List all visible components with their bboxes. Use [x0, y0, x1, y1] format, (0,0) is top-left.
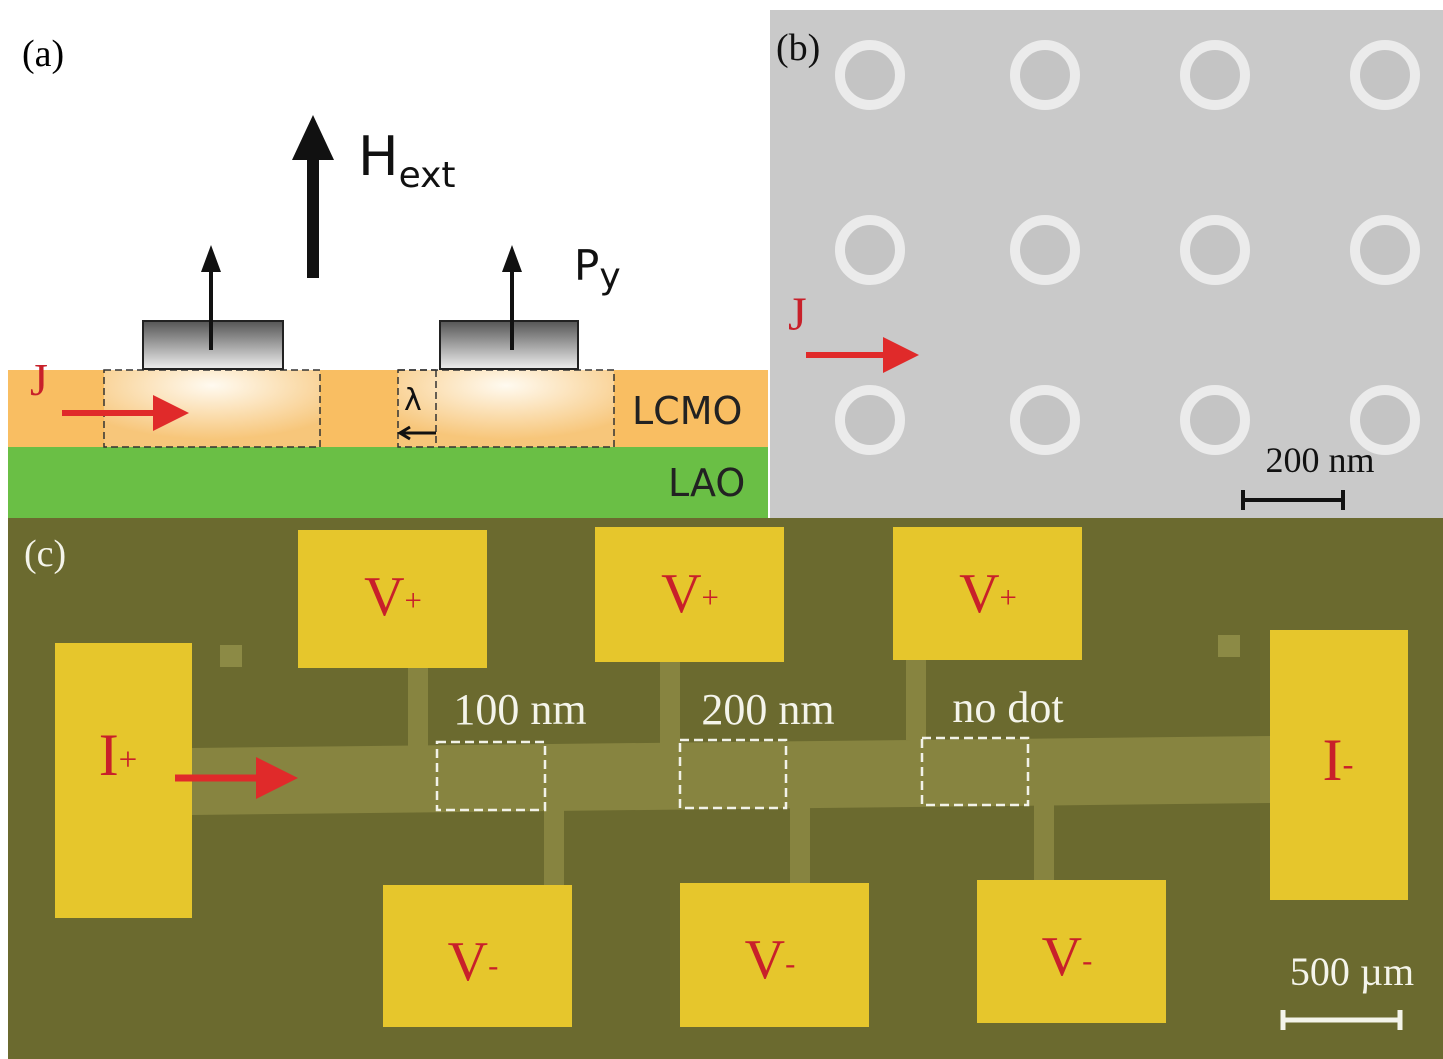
pad-main: V: [1042, 926, 1082, 988]
marker: [1218, 635, 1240, 657]
panel-label: (a): [22, 33, 64, 75]
field-label: Hext: [358, 125, 456, 196]
panel-a: (a) Hext Py J LCMO LAO λ: [8, 33, 768, 518]
pad-label: V+: [364, 566, 422, 628]
pad-main: V: [448, 931, 488, 993]
lead: [544, 810, 564, 885]
region-box: [920, 736, 1030, 807]
scale-label: 200 nm: [1265, 440, 1374, 480]
pad-label: V+: [661, 563, 719, 625]
magnet-sub: y: [599, 256, 620, 297]
field-main: H: [358, 125, 399, 188]
pad-sub: -: [1082, 944, 1092, 978]
dot-ring: [1180, 40, 1250, 110]
pad-sub: -: [488, 949, 498, 983]
glow: [398, 370, 614, 447]
current-label: J: [30, 354, 48, 405]
lead: [790, 808, 810, 883]
py-dot: [439, 320, 579, 370]
current-label: J: [788, 288, 807, 341]
region-label: 200 nm: [701, 685, 834, 734]
region-box: [678, 738, 788, 810]
pad-main: V: [745, 929, 785, 991]
pad-label: V-: [448, 931, 499, 993]
pad-main: V: [364, 566, 404, 628]
lead: [408, 668, 428, 748]
dot-ring: [1180, 385, 1250, 455]
scale-label: 500 µm: [1290, 949, 1414, 994]
region-label: 100 nm: [453, 685, 586, 734]
panel-label: (c): [24, 533, 66, 575]
contact-pad: [977, 880, 1166, 1023]
dashed-region: [103, 369, 321, 448]
lambda-label: λ: [404, 383, 422, 418]
lead: [660, 662, 680, 746]
pad-label: V-: [1042, 926, 1093, 988]
dot-rings: [835, 40, 1420, 455]
contact-pad: [298, 530, 487, 668]
region-box: [435, 740, 547, 812]
panel-b: (b) J 200 nm: [770, 10, 1443, 518]
field-arrow: [292, 115, 334, 278]
dot-ring: [1350, 40, 1420, 110]
contact-pad: [55, 643, 192, 918]
sample-strip: [192, 736, 1270, 815]
dot-ring: [1350, 385, 1420, 455]
pad-sub: +: [119, 742, 138, 778]
pad-main: V: [959, 563, 999, 625]
dot-ring: [1350, 215, 1420, 285]
field-sub: ext: [399, 155, 456, 196]
contact-pad: [595, 527, 784, 662]
contact-pad: [1270, 630, 1408, 900]
pad-sub: -: [785, 947, 795, 981]
pad-main: V: [661, 563, 701, 625]
pad-sub: +: [405, 584, 422, 618]
dot-ring: [835, 385, 905, 455]
dot-ring: [1010, 385, 1080, 455]
lambda-arrow: [397, 425, 436, 441]
marker: [220, 645, 242, 667]
pad-main: I: [99, 722, 119, 788]
dot-ring: [1010, 215, 1080, 285]
dot-ring: [835, 215, 905, 285]
pad-sub: +: [1000, 581, 1017, 615]
dot-ring: [1010, 40, 1080, 110]
lead: [1034, 805, 1054, 880]
pad-label: I+: [99, 722, 138, 788]
magnet-label: Py: [574, 241, 621, 297]
contact-pad: [680, 883, 869, 1027]
contact-pad: [893, 527, 1082, 660]
pad-label: V-: [745, 929, 796, 991]
layer-label: LAO: [668, 461, 745, 505]
moment-arrow: [502, 245, 522, 350]
dot-ring: [1180, 215, 1250, 285]
scale-bar: [1280, 1010, 1403, 1030]
pad-label: V+: [959, 563, 1017, 625]
pad-label: I-: [1323, 727, 1354, 793]
dashed-region: [397, 369, 615, 448]
pad-main: I: [1323, 727, 1343, 793]
panel-c: V+ V+ V+V- V- V-I+ I- 100 nm 200 nm no dot (c…: [8, 518, 1443, 1059]
lead: [906, 660, 926, 740]
dot-ring: [835, 40, 905, 110]
panel-label: (b): [776, 27, 820, 69]
pad-sub: +: [702, 581, 719, 615]
lao-layer: [8, 447, 768, 518]
pad-sub: -: [1342, 747, 1353, 783]
pads: V+ V+ V+V- V- V-I+ I-: [55, 527, 1408, 1027]
scale-bar: [1241, 490, 1345, 510]
contact-pad: [383, 885, 572, 1027]
moment-arrow: [201, 245, 221, 350]
magnet-main: P: [574, 241, 599, 290]
glow: [104, 370, 320, 447]
layer-label: LCMO: [632, 389, 742, 433]
region-label: no dot: [952, 683, 1063, 732]
